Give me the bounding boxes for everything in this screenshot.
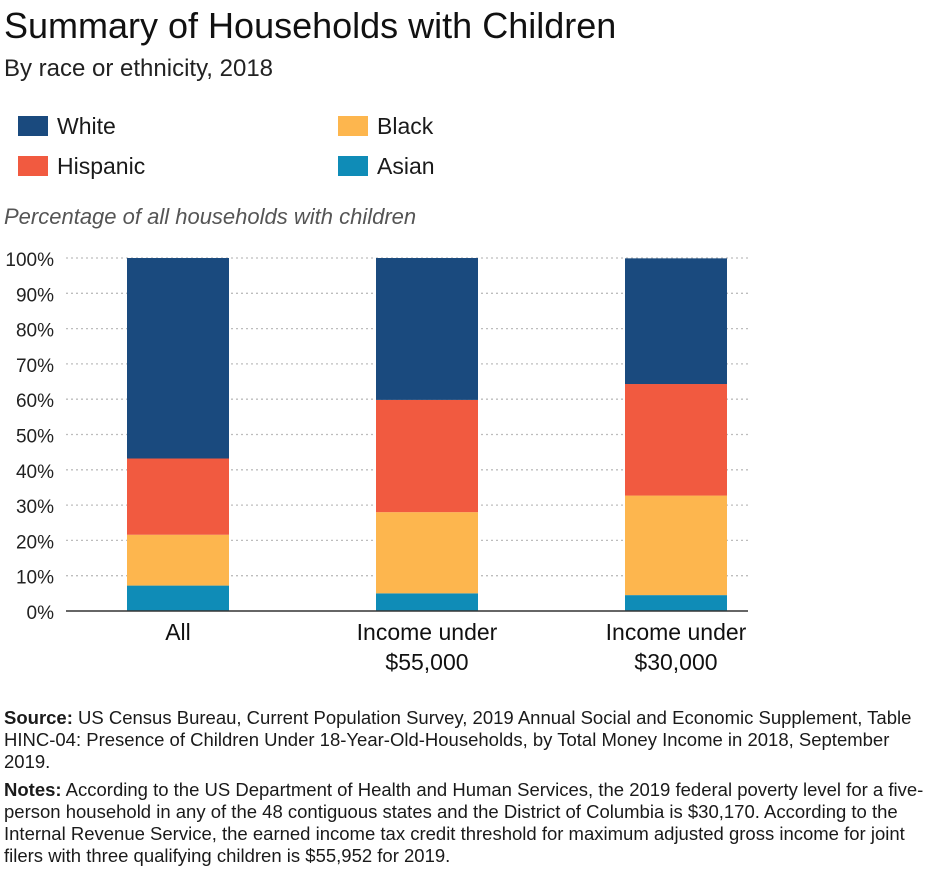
y-tick-label: 100% — [5, 250, 54, 271]
bar-segment-black — [625, 495, 727, 596]
y-tick-label: 50% — [16, 427, 54, 448]
x-category-label: $55,000 — [385, 649, 468, 675]
bar-segment-white — [127, 258, 229, 459]
y-tick-label: 60% — [16, 391, 54, 412]
x-category-label: All — [165, 619, 191, 645]
legend-label-hispanic: Hispanic — [57, 153, 146, 179]
chart-title: Summary of Households with Children — [4, 5, 617, 46]
legend-item-white: White — [18, 112, 116, 140]
bar-segment-white — [376, 258, 478, 400]
y-tick-label: 80% — [16, 321, 54, 342]
bar-segment-asian — [376, 593, 478, 611]
bar-segment-black — [127, 534, 229, 586]
legend-label-white: White — [57, 113, 116, 139]
bar-segment-white — [625, 258, 727, 385]
legend-label-asian: Asian — [377, 153, 435, 179]
legend-swatch-white — [18, 116, 48, 136]
bar-segment-asian — [127, 585, 229, 611]
notes-label: Notes: — [4, 779, 62, 800]
y-tick-label: 0% — [27, 603, 55, 624]
legend-swatch-hispanic — [18, 156, 48, 176]
x-category-label: Income under — [357, 619, 498, 645]
y-axis-label: Percentage of all households with childr… — [4, 204, 417, 229]
legend-swatch-asian — [338, 156, 368, 176]
x-category-label: $30,000 — [634, 649, 717, 675]
x-category-label: Income under — [606, 619, 747, 645]
legend: White Black Hispanic Asian — [18, 108, 718, 188]
y-tick-label: 20% — [16, 532, 54, 553]
source-note: Source: US Census Bureau, Current Popula… — [4, 707, 930, 773]
bar-segment-hispanic — [625, 384, 727, 496]
source-text: US Census Bureau, Current Population Sur… — [4, 707, 912, 772]
bar-segment-hispanic — [127, 458, 229, 535]
bar-segment-hispanic — [376, 399, 478, 513]
bar-segment-asian — [625, 595, 727, 611]
y-tick-label: 90% — [16, 285, 54, 306]
notes-text: According to the US Department of Health… — [4, 779, 924, 866]
legend-swatch-black — [338, 116, 368, 136]
bar-segment-black — [376, 512, 478, 594]
chart-subtitle: By race or ethnicity, 2018 — [4, 55, 274, 82]
legend-item-asian: Asian — [338, 152, 435, 180]
y-tick-label: 70% — [16, 356, 54, 377]
legend-item-hispanic: Hispanic — [18, 152, 145, 180]
y-tick-label: 10% — [16, 568, 54, 589]
notes-section: Source: US Census Bureau, Current Popula… — [4, 707, 930, 873]
legend-label-black: Black — [377, 113, 434, 139]
source-label: Source: — [4, 707, 73, 728]
y-tick-label: 30% — [16, 497, 54, 518]
notes-note: Notes: According to the US Department of… — [4, 779, 930, 867]
stacked-bar-chart: 0% 10% 20% 30% 40% 50% 60% 70% 80% 90% 100% All Inco… — [5, 250, 748, 675]
legend-item-black: Black — [338, 112, 433, 140]
y-tick-label: 40% — [16, 462, 54, 483]
